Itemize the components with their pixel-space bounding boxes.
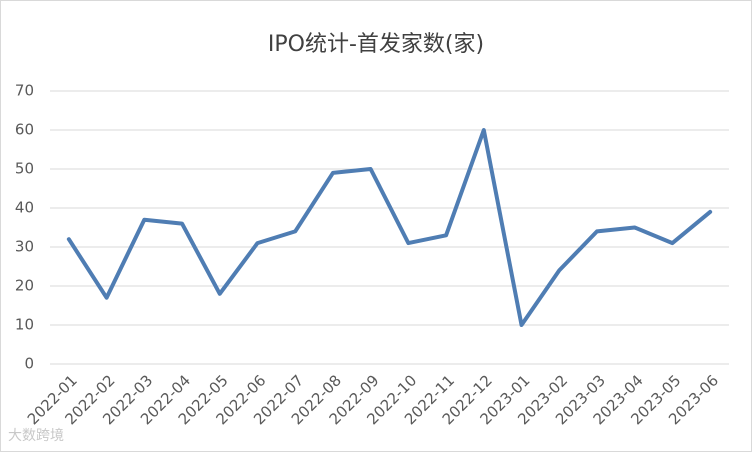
y-tick-label: 40 bbox=[15, 199, 34, 217]
y-tick-label: 30 bbox=[15, 238, 34, 256]
y-tick-label: 0 bbox=[24, 355, 34, 373]
y-tick-label: 10 bbox=[15, 316, 34, 334]
data-line bbox=[66, 128, 713, 327]
watermark: 大数跨境 bbox=[8, 428, 64, 444]
y-tick-label: 70 bbox=[15, 82, 34, 100]
y-tick-label: 60 bbox=[15, 121, 34, 139]
y-tick-label: 50 bbox=[15, 160, 34, 178]
chart-title: IPO统计-首发家数(家) bbox=[268, 32, 484, 57]
y-tick-label: 20 bbox=[15, 277, 34, 295]
